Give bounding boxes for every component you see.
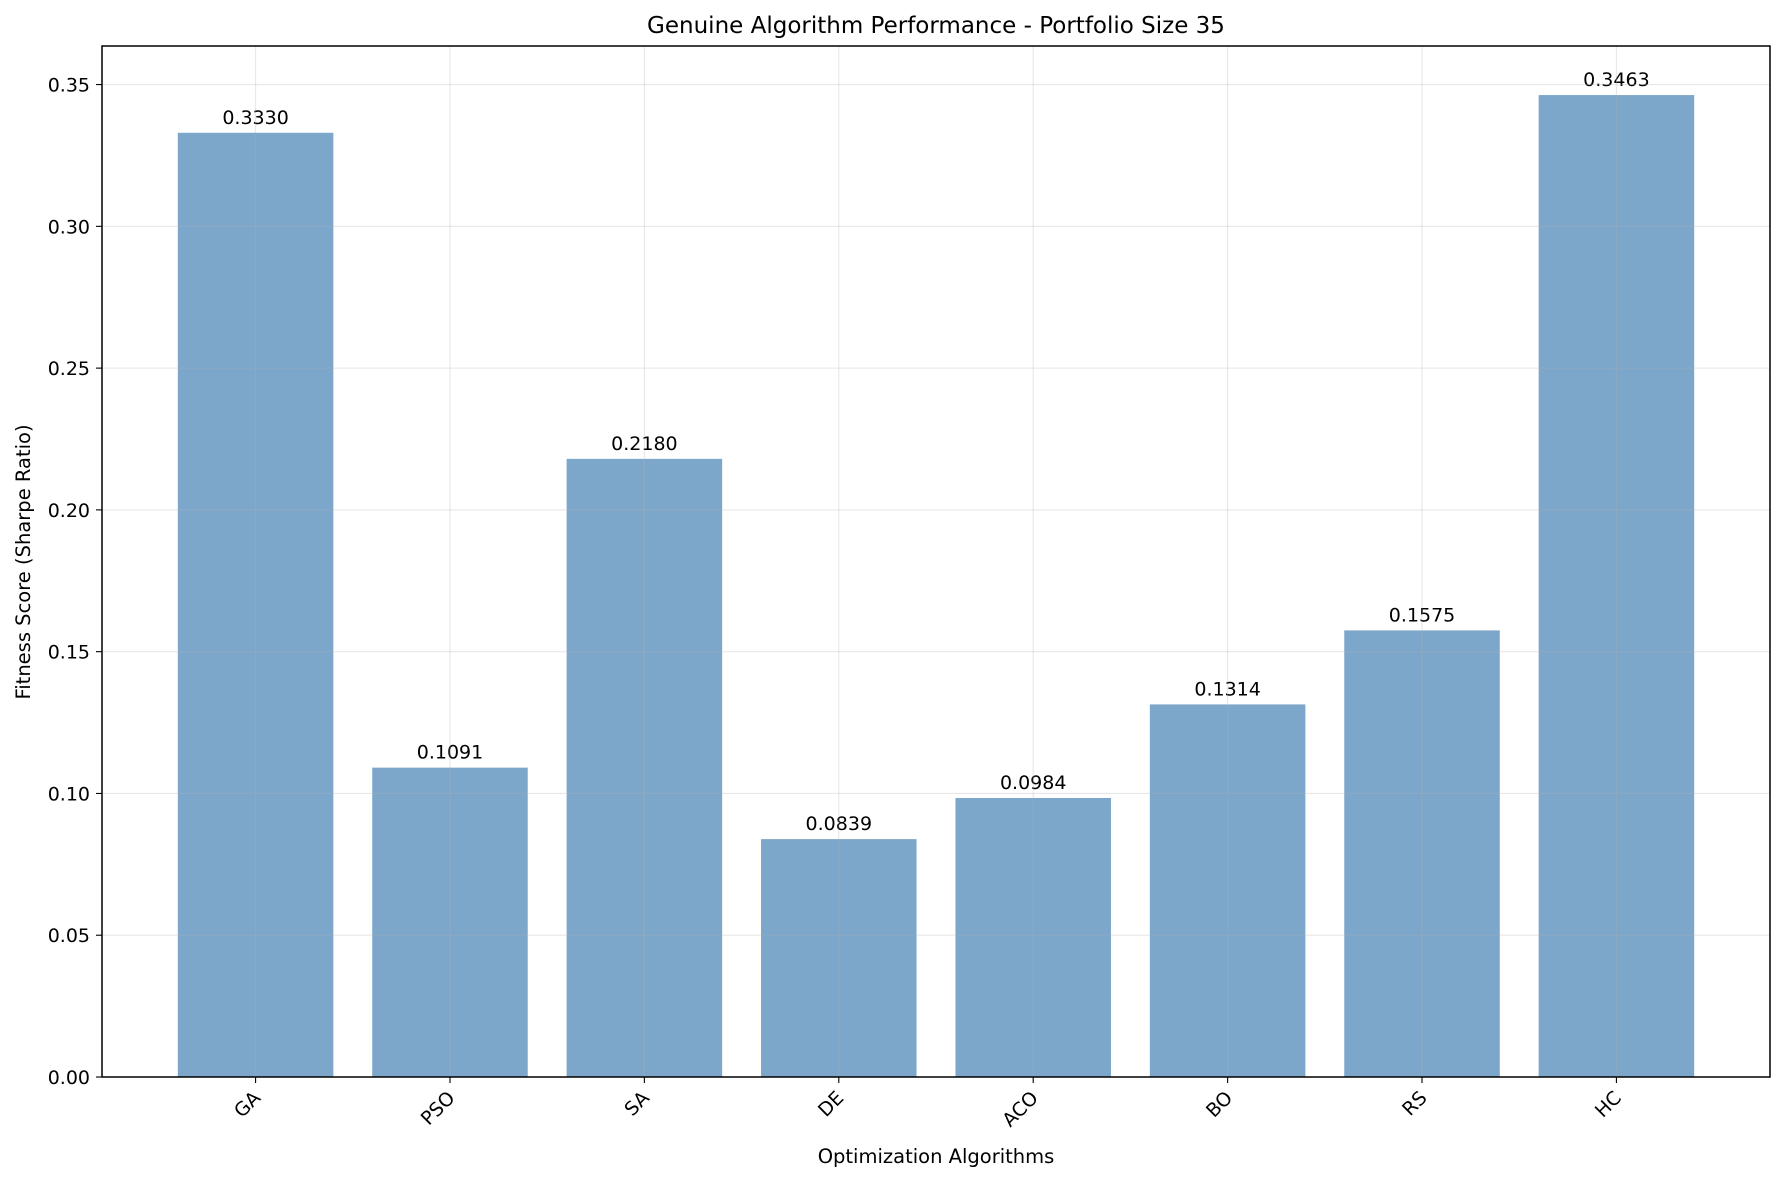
- y-tick-label: 0.30: [48, 216, 90, 238]
- y-tick-label: 0.15: [48, 642, 90, 664]
- data-label-pso: 0.1091: [417, 742, 483, 764]
- bar-de: [761, 839, 917, 1077]
- bars: [177, 95, 1695, 1078]
- y-tick-label: 0.35: [48, 75, 90, 97]
- bar-pso: [372, 767, 528, 1077]
- bar-ga: [177, 132, 334, 1077]
- plot-frame: [101, 45, 1771, 1078]
- y-tick-label: 0.00: [48, 1067, 90, 1089]
- bar-rs: [1344, 630, 1500, 1077]
- data-labels: 0.3330 0.1091 0.2180 0.0839 0.0984 0.1314 0.15…: [222, 69, 1649, 835]
- y-axis-label: Fitness Score (Sharpe Ratio): [12, 424, 35, 699]
- data-label-hc: 0.3463: [1583, 69, 1649, 91]
- data-label-ga: 0.3330: [222, 107, 288, 129]
- bar-sa: [566, 458, 723, 1078]
- bar-aco: [955, 797, 1111, 1077]
- y-tick-label: 0.25: [48, 358, 90, 380]
- data-label-sa: 0.2180: [611, 433, 677, 455]
- bar-hc: [1538, 95, 1695, 1078]
- y-tick-label: 0.20: [48, 500, 90, 522]
- x-axis-label: Optimization Algorithms: [818, 1145, 1055, 1168]
- y-tick-label: 0.10: [48, 783, 90, 805]
- y-tick-label: 0.05: [48, 925, 90, 947]
- bar-bo: [1149, 704, 1306, 1077]
- data-label-rs: 0.1575: [1389, 604, 1455, 626]
- chart-title: Genuine Algorithm Performance - Portfoli…: [647, 13, 1225, 39]
- data-label-bo: 0.1314: [1194, 678, 1260, 700]
- data-label-de: 0.0839: [806, 813, 872, 835]
- data-label-aco: 0.0984: [1000, 772, 1066, 794]
